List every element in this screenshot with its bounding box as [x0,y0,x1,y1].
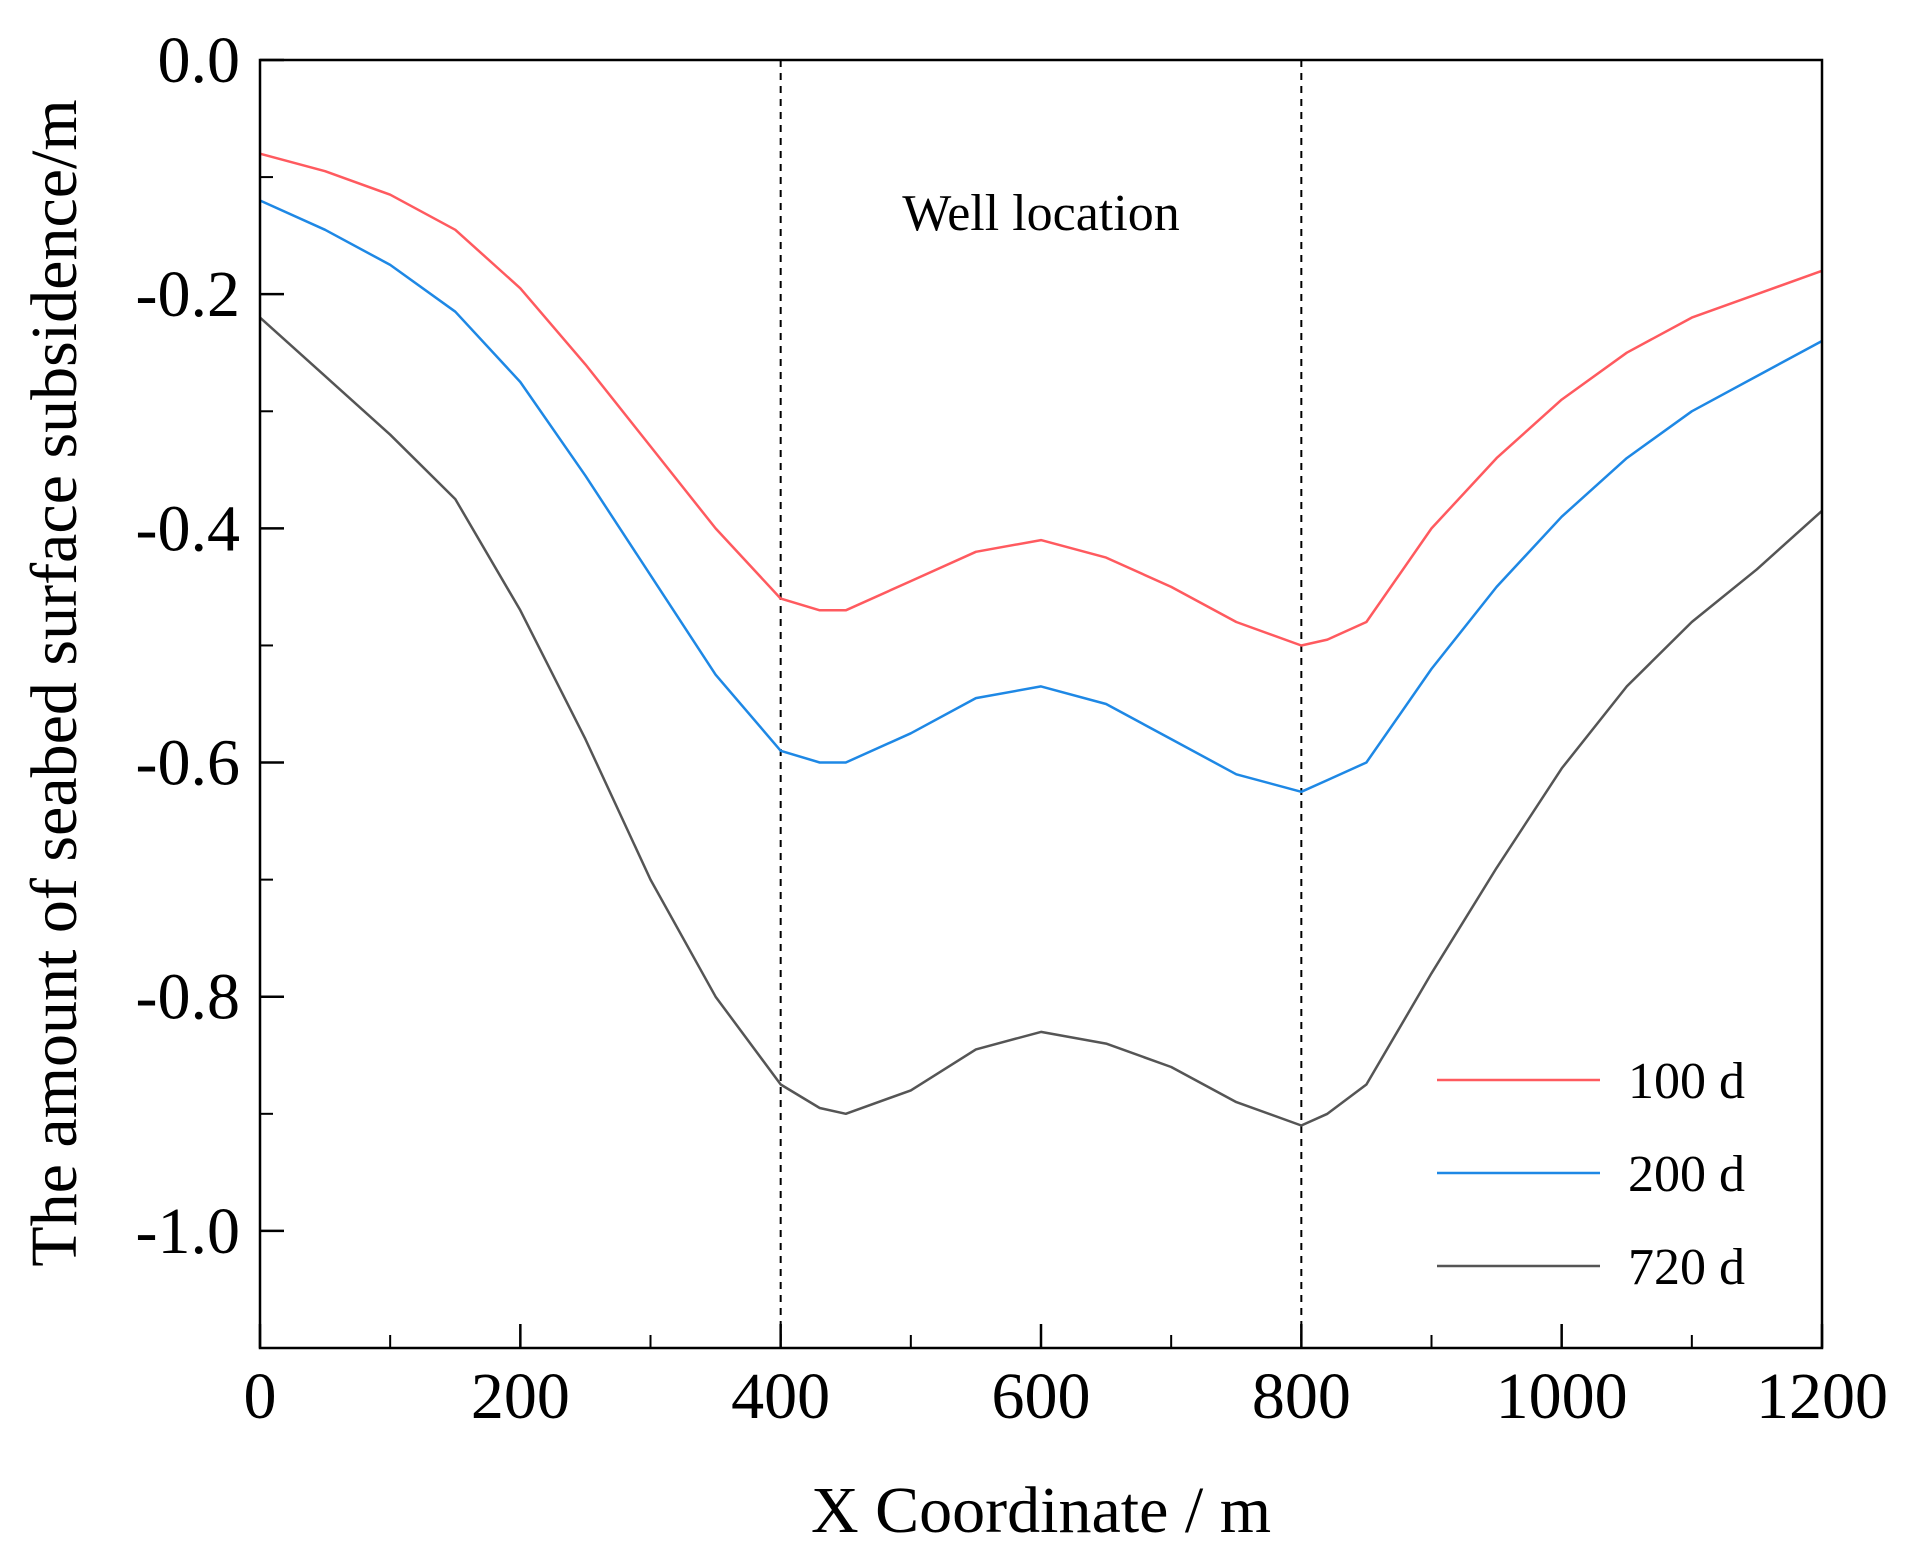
x-tick-label: 200 [471,1360,570,1433]
legend-label-720-d: 720 d [1628,1239,1745,1296]
series-line-200-d [259,199,1823,794]
x-tick-label: 0 [244,1360,277,1433]
series-lines [259,152,1823,1127]
x-tick-label: 1200 [1756,1360,1888,1433]
x-tick-label: 800 [1252,1360,1351,1433]
x-tick-label: 400 [731,1360,830,1433]
legend-label-100-d: 100 d [1628,1053,1745,1110]
series-line-100-d [259,152,1823,647]
plot-frame [258,58,1824,1350]
y-tick-label: -0.6 [136,727,240,800]
reference-lines [779,60,1303,1348]
axes: 0 200 400 600 800 1000 1200 0.0 -0.2 -0.4 -0.6 -0.8… [136,24,1888,1433]
legend: 100 d 200 d 720 d [1437,1053,1745,1296]
x-tick-label: 600 [992,1360,1091,1433]
y-axis-title: The amount of seabed surface subsidence/… [18,99,91,1266]
y-tick-label: -0.2 [136,258,240,331]
legend-label-200-d: 200 d [1628,1146,1745,1203]
y-tick-label: 0.0 [158,24,241,97]
x-axis-title: X Coordinate / m [811,1474,1271,1547]
y-tick-label: -0.8 [136,961,240,1034]
well-location-annotation: Well location [902,185,1179,242]
y-tick-label: -0.4 [136,492,240,565]
y-tick-label: -1.0 [136,1195,240,1268]
series-line-720-d [259,316,1823,1127]
x-tick-label: 1000 [1496,1360,1628,1433]
